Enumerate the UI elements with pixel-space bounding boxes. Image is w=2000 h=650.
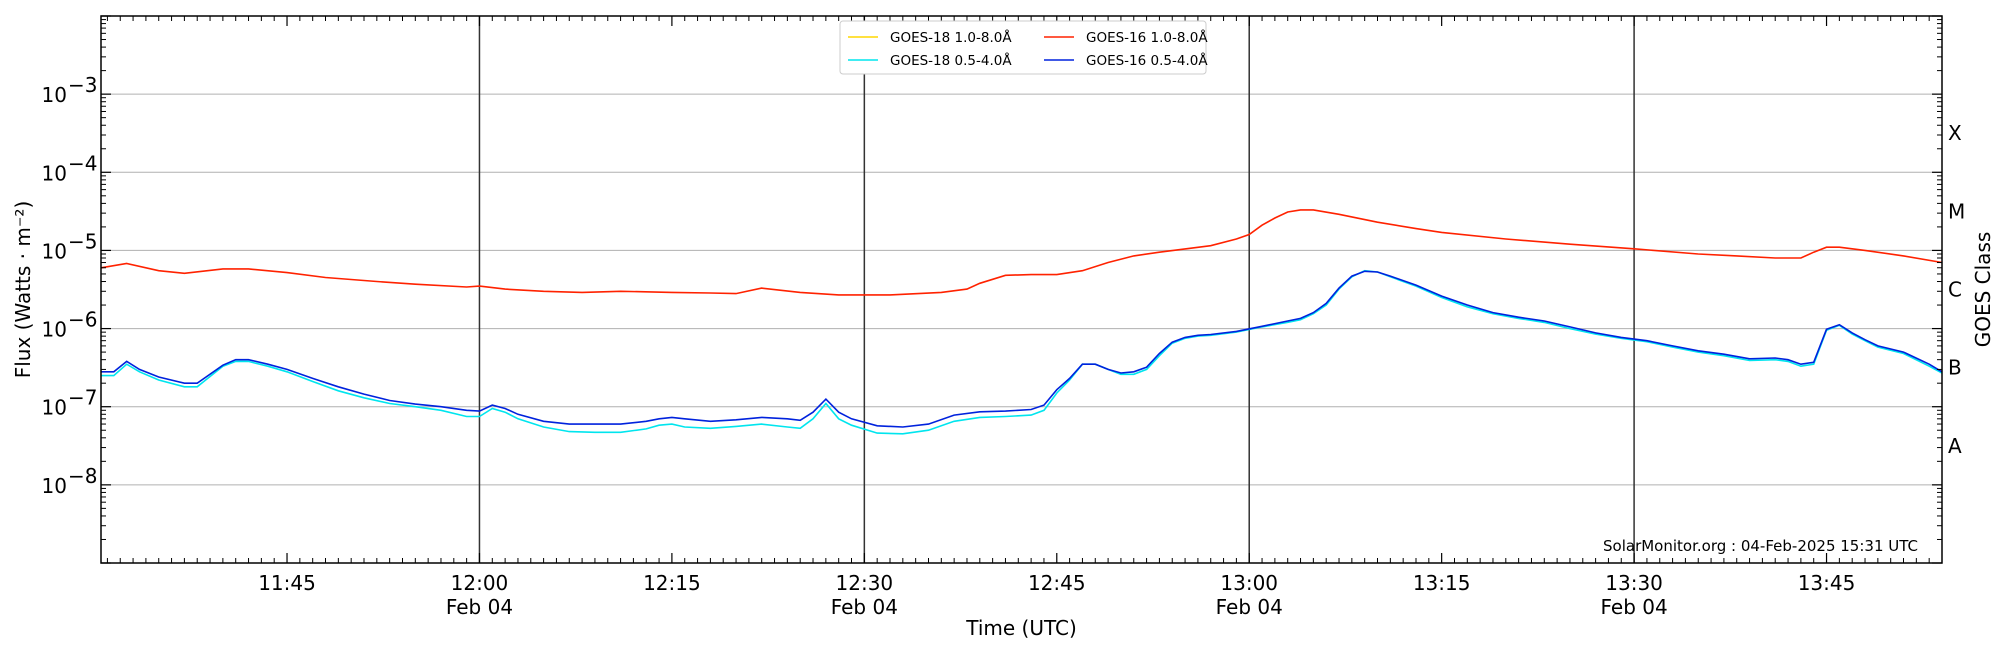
series-lines — [100, 209, 1943, 435]
series-line-1 — [100, 209, 1943, 296]
watermark-text: SolarMonitor.org : 04-Feb-2025 15:31 UTC — [1603, 537, 1918, 555]
class-label-X: X — [1948, 121, 1962, 145]
axis-ticks — [101, 15, 1943, 564]
y-tick-exponent: −8 — [68, 464, 97, 488]
y-tick-exponent: −5 — [68, 229, 97, 253]
y2-axis-label: GOES Class — [1971, 232, 1995, 348]
x-tick-label: 12:15 — [643, 571, 701, 595]
x-tick-label: 12:30 — [836, 571, 894, 595]
x-tick-label: 13:00 — [1220, 571, 1278, 595]
x-tick-date-label: Feb 04 — [446, 595, 513, 619]
class-label-M: M — [1948, 199, 1965, 223]
legend-label-1: GOES-16 1.0-8.0Å — [1086, 29, 1208, 46]
y-tick-exponent: −4 — [68, 151, 97, 175]
y-tick-label: 10 — [42, 474, 67, 498]
x-tick-label: 13:30 — [1605, 571, 1663, 595]
series-line-3 — [101, 270, 1943, 428]
y-axis-label: Flux (Watts · m⁻²) — [11, 201, 35, 379]
legend-frame — [839, 20, 1207, 75]
y-tick-exponent: −7 — [68, 386, 97, 410]
grid-lines — [101, 93, 1942, 486]
legend: GOES-18 1.0-8.0Å GOES-18 0.5-4.0Å GOES-16 … — [839, 20, 1208, 75]
y-tick-label: 10 — [42, 239, 67, 263]
class-label-B: B — [1948, 356, 1962, 380]
x-tick-label: 13:15 — [1413, 571, 1471, 595]
legend-label-3: GOES-16 0.5-4.0Å — [1086, 52, 1208, 69]
y-tick-label: 10 — [42, 83, 67, 107]
y-tick-labels: 10−810−710−610−510−410−3 — [42, 73, 98, 498]
y-tick-exponent: −3 — [68, 73, 97, 97]
x-tick-label: 12:45 — [1028, 571, 1086, 595]
series-line-2 — [101, 269, 1943, 435]
x-tick-date-label: Feb 04 — [831, 595, 898, 619]
x-tick-date-label: Feb 04 — [1216, 595, 1283, 619]
x-tick-label: 13:45 — [1798, 571, 1856, 595]
plot-area-frame — [100, 15, 1943, 564]
legend-label-0: GOES-18 1.0-8.0Å — [890, 29, 1012, 46]
y-tick-label: 10 — [42, 396, 67, 420]
x-axis-label: Time (UTC) — [965, 616, 1077, 640]
x-tick-label: 12:00 — [451, 571, 509, 595]
class-label-C: C — [1948, 278, 1962, 302]
y-tick-label: 10 — [42, 161, 67, 185]
class-label-A: A — [1948, 434, 1962, 458]
y-tick-label: 10 — [42, 318, 67, 342]
x-tick-date-label: Feb 04 — [1600, 595, 1667, 619]
x-tick-label: 11:45 — [258, 571, 316, 595]
legend-label-2: GOES-18 0.5-4.0Å — [890, 52, 1012, 69]
day-markers — [478, 16, 1635, 563]
y-tick-exponent: −6 — [68, 308, 97, 332]
goes-class-labels: A B C M X — [1948, 121, 1965, 458]
